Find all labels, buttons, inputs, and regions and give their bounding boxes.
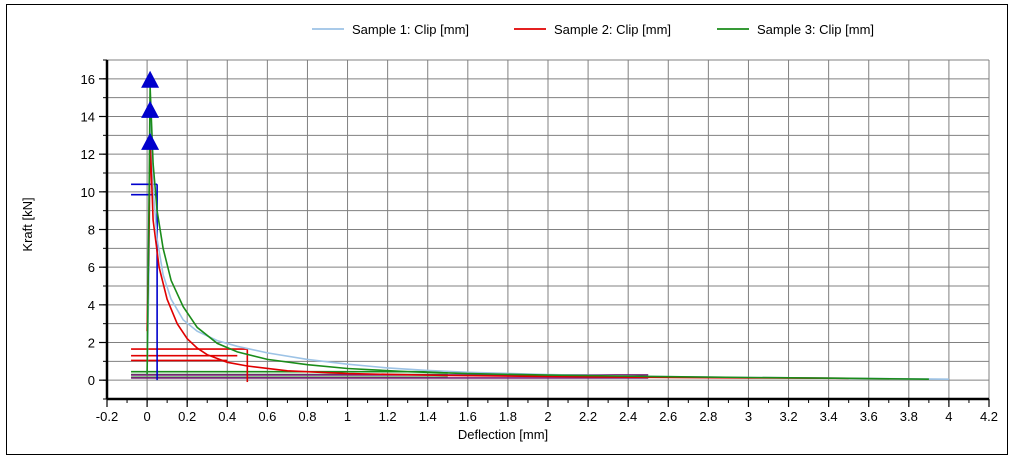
y-axis-title: Kraft [kN] [20,197,35,251]
peak-marker-triangle [141,132,160,150]
y-tick-label: 14 [81,110,95,125]
x-tick-label: 1 [344,409,351,424]
y-tick-label: 12 [81,147,95,162]
x-tick-label: 3.4 [820,409,838,424]
legend-label-1: Sample 1: Clip [mm] [352,22,469,37]
chart: -0.2 0 0.2 0.4 0.6 0.8 1 1.2 1.4 1.6 1.8 2 2.2 2.4 2.6… [20,22,998,442]
x-axis-title: Deflection [mm] [458,427,548,442]
peak-marker-triangle [141,70,160,88]
chart-frame: -0.2 0 0.2 0.4 0.6 0.8 1 1.2 1.4 1.6 1.8 2 2.2 2.4 2.6… [6,4,1008,455]
x-tick-label: 3.6 [860,409,878,424]
x-tick-label: 0.6 [258,409,276,424]
x-tick-label: 4 [945,409,952,424]
legend-label-3: Sample 3: Clip [mm] [757,22,874,37]
x-tick-label: -0.2 [96,409,118,424]
x-tick-label: 1.8 [499,409,517,424]
x-tick-label: 0.8 [298,409,316,424]
y-tick-label: 16 [81,72,95,87]
x-tick-label: 2.2 [579,409,597,424]
series-line-2 [146,139,849,380]
x-tick-label: 3.8 [900,409,918,424]
x-tick-label: 1.4 [419,409,437,424]
x-tick-label: 0 [143,409,150,424]
x-tick-label: 4.2 [980,409,998,424]
x-tick-label: 1.6 [459,409,477,424]
peak-marker-triangle [141,100,160,118]
x-tick-label: 2 [544,409,551,424]
y-tick-label: 4 [88,298,95,313]
x-tick-label: 0.4 [218,409,236,424]
y-tick-label: 6 [88,260,95,275]
x-tick-label: 0.2 [178,409,196,424]
x-tick-label: 1.2 [379,409,397,424]
legend-label-2: Sample 2: Clip [mm] [554,22,671,37]
x-tick-label: 2.6 [659,409,677,424]
x-tick-label: 2.8 [699,409,717,424]
y-tick-label: 0 [88,373,95,388]
y-tick-label: 8 [88,223,95,238]
y-tick-label: 2 [88,336,95,351]
x-tick-label: 3.2 [780,409,798,424]
y-tick-label: 10 [81,185,95,200]
series-line-3 [146,86,929,380]
x-tick-label: 2.4 [619,409,637,424]
x-tick-label: 3 [745,409,752,424]
